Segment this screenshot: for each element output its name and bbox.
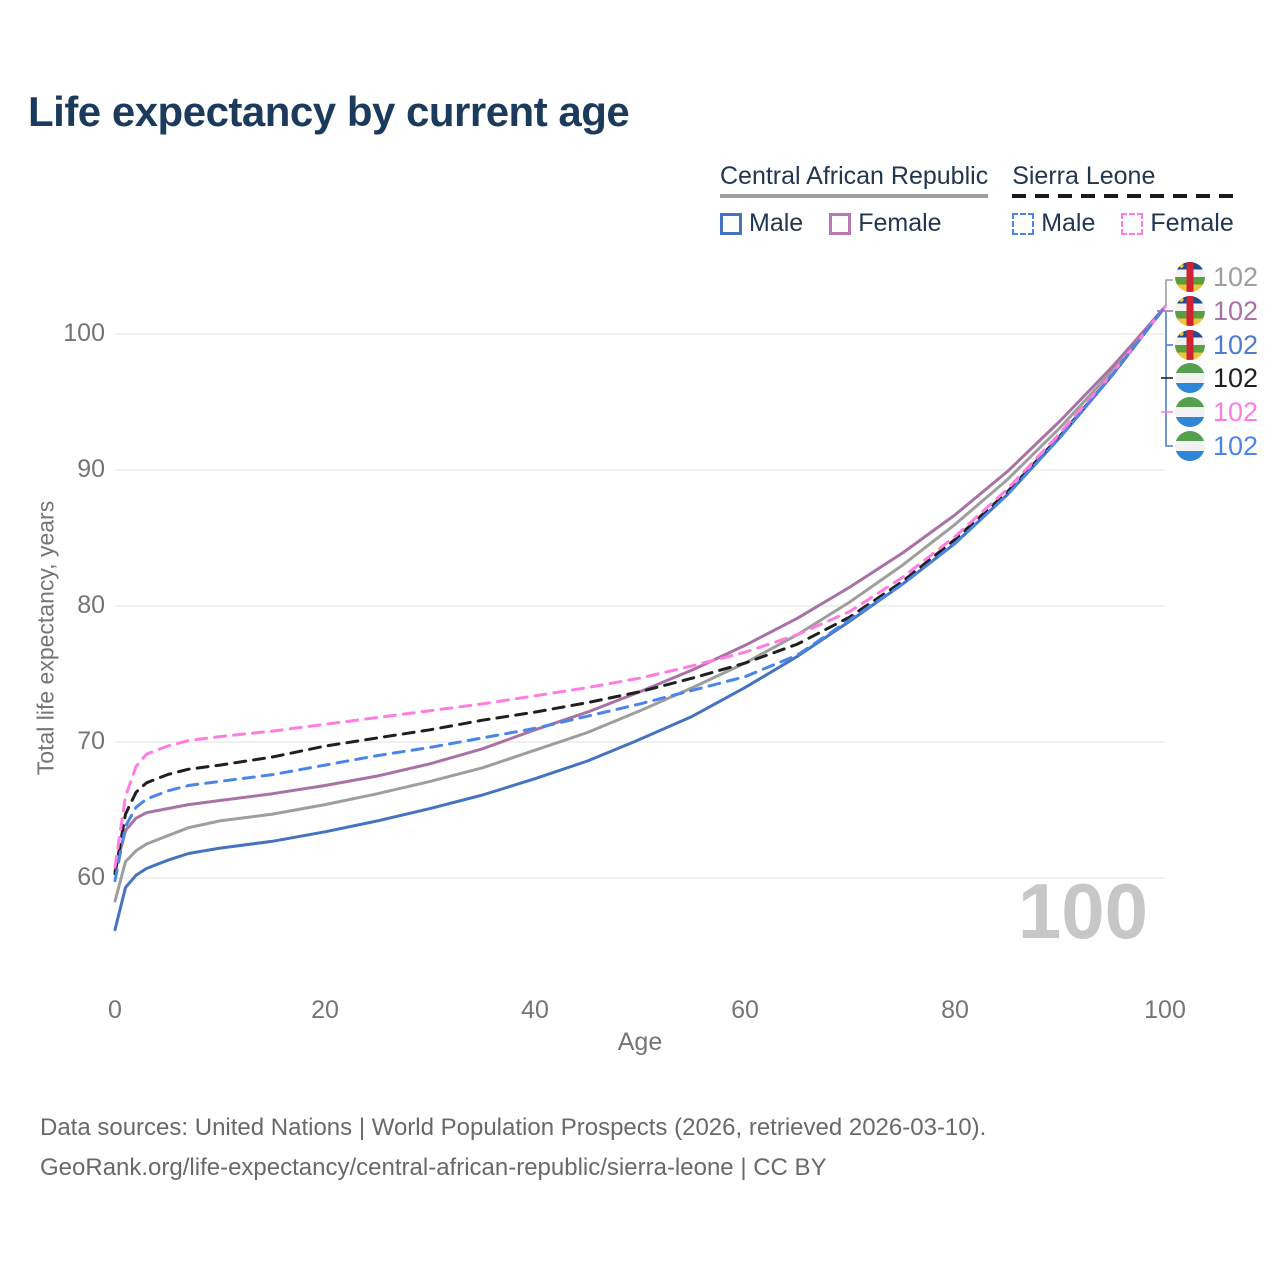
series-line-sierra-leone-total [113,305,1167,876]
car-line-style-swatch [720,194,989,198]
legend-item-label: Female [858,209,942,237]
end-label-central-african-republic-female: 102 [1175,296,1258,326]
end-label-connector [1165,312,1173,447]
y-tick-100: 100 [63,319,105,347]
end-label-central-african-republic-male: 102 [1175,330,1258,360]
legend-item-car-male[interactable]: Male [720,209,803,238]
y-tick-80: 80 [77,591,105,619]
footer: Data sources: United Nations | World Pop… [40,1108,986,1188]
legend-item-car-female[interactable]: Female [829,209,942,238]
x-tick-100: 100 [1144,996,1186,1024]
sierra-leone-flag-icon [1175,431,1205,461]
y-axis-title: Total life expectancy, years [32,500,59,776]
legend-item-sl-male[interactable]: Male [1012,209,1095,238]
series-line-central-african-republic-total [113,305,1167,903]
end-label-value: 102 [1213,295,1259,326]
legend-item-label: Male [749,209,804,237]
y-tick-60: 60 [77,863,105,891]
page-title: Life expectancy by current age [28,88,630,135]
y-tick-70: 70 [77,727,105,755]
legend-items-sl: Male Female [1012,209,1234,238]
series-line-sierra-leone-female [113,305,1167,869]
legend-country-sierra-leone: Sierra Leone [1012,162,1156,190]
end-label-value: 102 [1213,430,1259,461]
x-tick-20: 20 [311,996,339,1024]
end-label-value: 102 [1213,396,1259,427]
sierra-leone-flag-icon [1175,397,1205,427]
legend-country-central-african-republic: Central African Republic [720,162,989,190]
sl-male-swatch [1012,212,1035,235]
end-label-value: 102 [1213,329,1259,360]
legend-item-sl-female[interactable]: Female [1121,209,1234,238]
end-label-sierra-leone-total: 102 [1175,363,1258,393]
end-label-central-african-republic-total: 102 [1175,262,1258,292]
series-line-sierra-leone-male [113,305,1167,883]
car-male-swatch [720,212,742,235]
central-african-republic-flag-icon [1175,262,1205,292]
x-tick-40: 40 [521,996,549,1024]
legend-item-label: Male [1041,209,1096,237]
series-line-central-african-republic-male [113,305,1167,932]
legend: Central African Republic Male Female Sie… [720,162,1240,238]
y-tick-90: 90 [77,455,105,483]
central-african-republic-flag-icon [1175,330,1205,360]
legend-group-central-african-republic: Central African Republic Male Female [720,162,989,238]
data-sources-text: Data sources: United Nations | World Pop… [40,1114,987,1141]
central-african-republic-flag-icon [1175,296,1205,326]
sierra-leone-flag-icon [1175,363,1205,393]
legend-group-sierra-leone: Sierra Leone Male Female [1012,162,1234,238]
series-line-central-african-republic-female [113,305,1167,873]
x-tick-80: 80 [941,996,969,1024]
end-label-sierra-leone-female: 102 [1175,397,1258,427]
end-label-value: 102 [1213,362,1259,393]
legend-items-car: Male Female [720,209,988,238]
x-axis-title: Age [617,1028,663,1056]
source-url-text[interactable]: GeoRank.org/life-expectancy/central-afri… [40,1154,827,1181]
x-tick-60: 60 [731,996,759,1024]
legend-item-label: Female [1150,209,1234,237]
end-label-connector [1165,279,1173,306]
end-label-value: 102 [1213,261,1259,292]
age-counter-watermark: 100 [1017,867,1148,955]
sl-female-swatch [1121,212,1144,235]
x-tick-0: 0 [108,996,122,1024]
end-label-sierra-leone-male: 102 [1175,431,1258,461]
sl-line-style-swatch [1012,194,1234,198]
car-female-swatch [829,212,852,235]
